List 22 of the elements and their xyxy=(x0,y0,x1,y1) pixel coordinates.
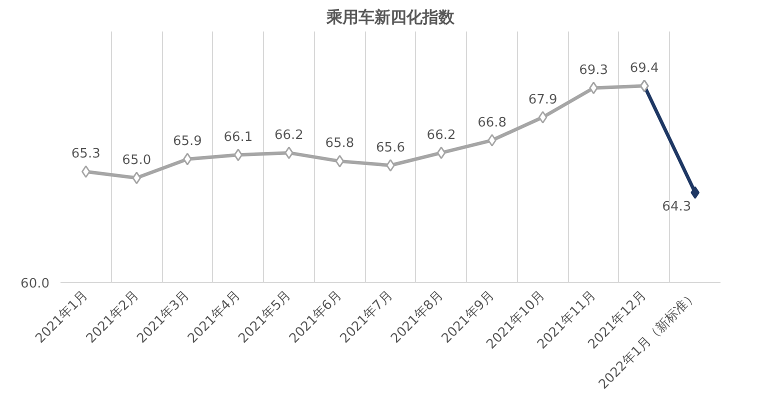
chart-title: 乘用车新四化指数 xyxy=(326,8,456,26)
text: 60.0 xyxy=(20,276,50,292)
data-label: 65.6 xyxy=(376,140,405,156)
point xyxy=(538,111,548,124)
data-label: 66.8 xyxy=(478,115,507,130)
data-label: 66.2 xyxy=(274,128,304,143)
data-label: 66.1 xyxy=(224,130,253,145)
data-label: 69.3 xyxy=(579,62,608,78)
data-label: 65.9 xyxy=(172,134,202,150)
data-label: 67.9 xyxy=(528,92,558,108)
data-label: 64.3 xyxy=(662,200,692,215)
data-label: 69.4 xyxy=(630,60,659,76)
point xyxy=(234,148,243,162)
data-label: 65.8 xyxy=(325,136,354,152)
data-label: 65.3 xyxy=(71,146,100,162)
data-label: 66.2 xyxy=(426,128,456,143)
point xyxy=(81,165,90,178)
point xyxy=(690,186,700,199)
data-label: 65.0 xyxy=(122,152,152,168)
point xyxy=(436,146,446,160)
point xyxy=(132,172,142,184)
point xyxy=(335,154,344,168)
